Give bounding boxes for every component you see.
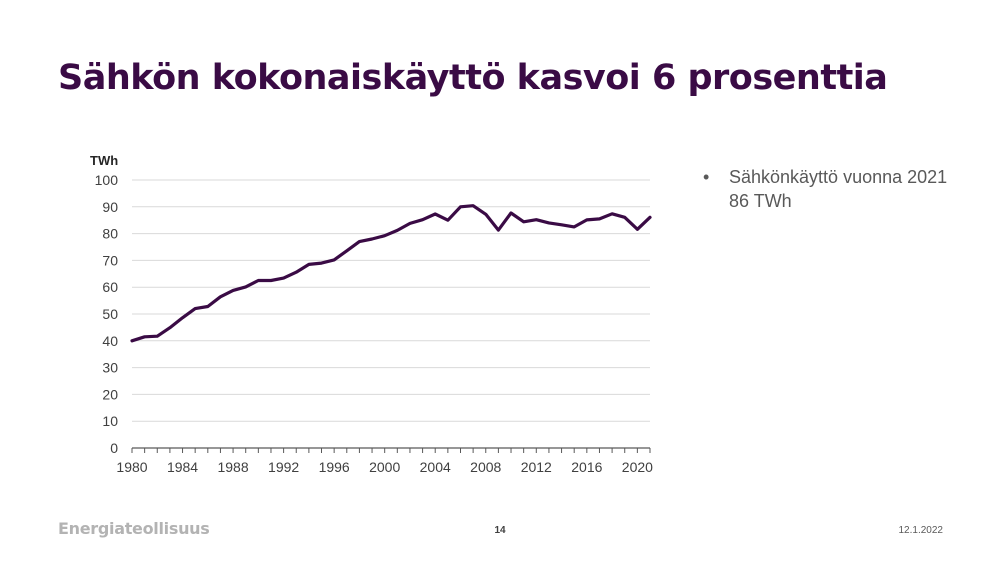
- data-point: [169, 326, 171, 329]
- x-tick-label: 2016: [571, 459, 602, 475]
- data-point: [484, 213, 487, 216]
- data-point: [371, 238, 373, 240]
- bullet-text-line1: Sähkönkäyttö vuonna 2021: [729, 167, 948, 187]
- data-point: [649, 216, 651, 219]
- data-point: [308, 263, 310, 266]
- data-point: [257, 279, 260, 282]
- data-point: [459, 206, 462, 208]
- data-point: [383, 234, 386, 237]
- data-point: [421, 218, 424, 221]
- y-tick-label: 40: [102, 333, 118, 349]
- data-point: [548, 222, 550, 224]
- bullet-dot-icon: •: [703, 167, 710, 187]
- data-point: [472, 204, 474, 207]
- y-tick-label: 70: [102, 252, 118, 268]
- data-point: [244, 286, 247, 288]
- data-point: [219, 296, 222, 298]
- data-point: [535, 218, 538, 221]
- x-tick-label: 1992: [268, 459, 299, 475]
- data-point: [358, 240, 361, 243]
- x-tick-label: 2000: [369, 459, 400, 475]
- y-axis-label: TWh: [90, 153, 118, 168]
- y-tick-label: 20: [102, 386, 118, 402]
- bullet-text-line2: 86 TWh: [729, 191, 792, 211]
- data-point: [611, 212, 613, 215]
- data-point: [345, 249, 348, 252]
- data-point: [320, 262, 323, 264]
- data-point: [623, 216, 626, 219]
- y-tick-label: 30: [102, 360, 118, 376]
- data-point: [409, 222, 411, 225]
- footer-date: 12.1.2022: [898, 525, 944, 536]
- data-point: [295, 271, 298, 273]
- x-tick-label: 1984: [167, 459, 198, 475]
- data-point: [434, 213, 437, 215]
- data-point: [143, 335, 146, 338]
- data-point: [586, 219, 588, 221]
- data-point: [522, 221, 525, 223]
- data-point: [282, 277, 285, 279]
- slide-title: Sähkön kokonaiskäyttö kasvoi 6 prosentti…: [58, 58, 888, 98]
- data-point: [447, 219, 449, 221]
- data-point: [598, 218, 601, 220]
- footer-logo: Energiateollisuus: [58, 519, 210, 538]
- data-point: [510, 212, 512, 214]
- y-tick-label: 80: [102, 226, 118, 242]
- bullet-list: • Sähkönkäyttö vuonna 2021 86 TWh: [703, 165, 983, 213]
- y-tick-label: 0: [110, 440, 118, 456]
- data-point: [573, 226, 575, 228]
- x-tick-label: 2008: [470, 459, 501, 475]
- data-point: [207, 305, 209, 308]
- y-tick-label: 50: [102, 306, 118, 322]
- data-point: [560, 223, 563, 226]
- x-tick-label: 2012: [521, 459, 552, 475]
- data-point: [396, 229, 399, 232]
- series-line: [130, 204, 652, 343]
- data-point: [156, 335, 159, 338]
- data-point: [636, 228, 639, 231]
- data-point: [131, 340, 133, 342]
- data-point: [270, 279, 272, 282]
- data-point: [497, 229, 500, 231]
- y-tick-label: 100: [95, 172, 119, 188]
- x-tick-label: 2020: [622, 459, 653, 475]
- y-tick-label: 90: [102, 199, 118, 215]
- x-tick-label: 1988: [217, 459, 248, 475]
- page-number: 14: [494, 525, 506, 536]
- x-tick-label: 1980: [116, 459, 147, 475]
- y-tick-label: 10: [102, 413, 118, 429]
- bullet-item: • Sähkönkäyttö vuonna 2021 86 TWh: [703, 165, 983, 213]
- data-point: [333, 259, 335, 261]
- data-point: [181, 316, 184, 319]
- y-tick-label: 60: [102, 279, 118, 295]
- data-point: [232, 289, 234, 292]
- data-point: [194, 307, 196, 310]
- x-tick-label: 2004: [420, 459, 451, 475]
- x-tick-label: 1996: [319, 459, 350, 475]
